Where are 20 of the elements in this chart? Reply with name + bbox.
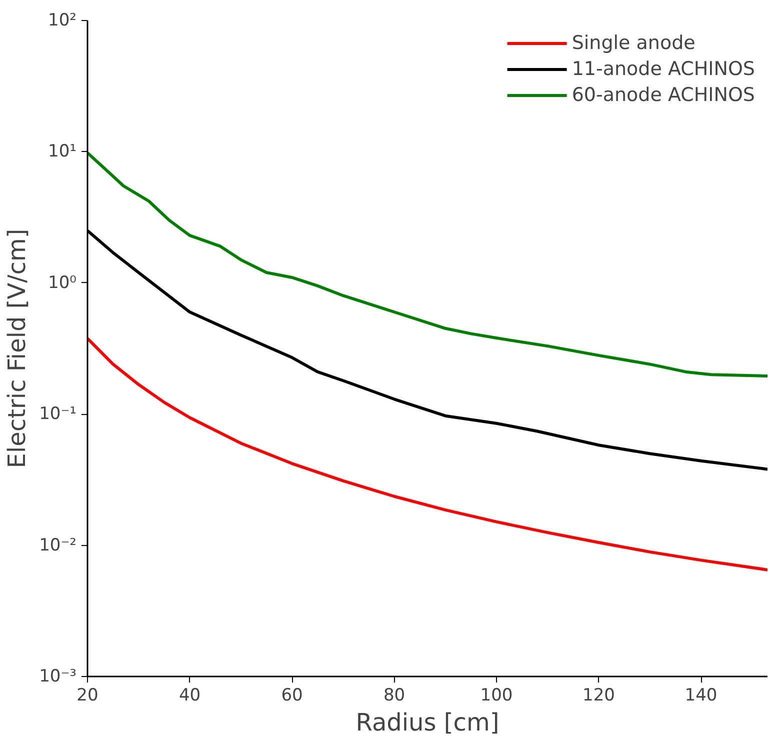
y-tick-label: 10² xyxy=(48,10,77,30)
x-tick-label: 40 xyxy=(178,686,201,706)
x-tick-label: 120 xyxy=(582,686,616,706)
y-axis-title: Electric Field [V/cm] xyxy=(3,228,32,468)
x-tick-label: 100 xyxy=(480,686,513,706)
legend-label: 11-anode ACHINOS xyxy=(572,58,755,80)
line-series xyxy=(88,336,768,572)
x-tick-label: 20 xyxy=(76,686,98,706)
y-tick-label: 10⁻¹ xyxy=(39,404,76,424)
y-tick-label: 10⁰ xyxy=(48,272,77,293)
x-axis-title: Radius [cm] xyxy=(356,708,500,736)
line-series xyxy=(88,151,768,378)
y-tick-label: 10¹ xyxy=(48,142,77,162)
y-tick-label: 10⁻³ xyxy=(39,666,76,686)
y-tick-label: 10⁻² xyxy=(39,535,76,556)
x-tick-label: 80 xyxy=(383,686,406,706)
x-tick-label: 60 xyxy=(281,686,303,706)
x-tick-label: 140 xyxy=(684,686,718,706)
legend-label: Single anode xyxy=(572,32,696,54)
legend-label: 60-anode ACHINOS xyxy=(572,84,755,106)
